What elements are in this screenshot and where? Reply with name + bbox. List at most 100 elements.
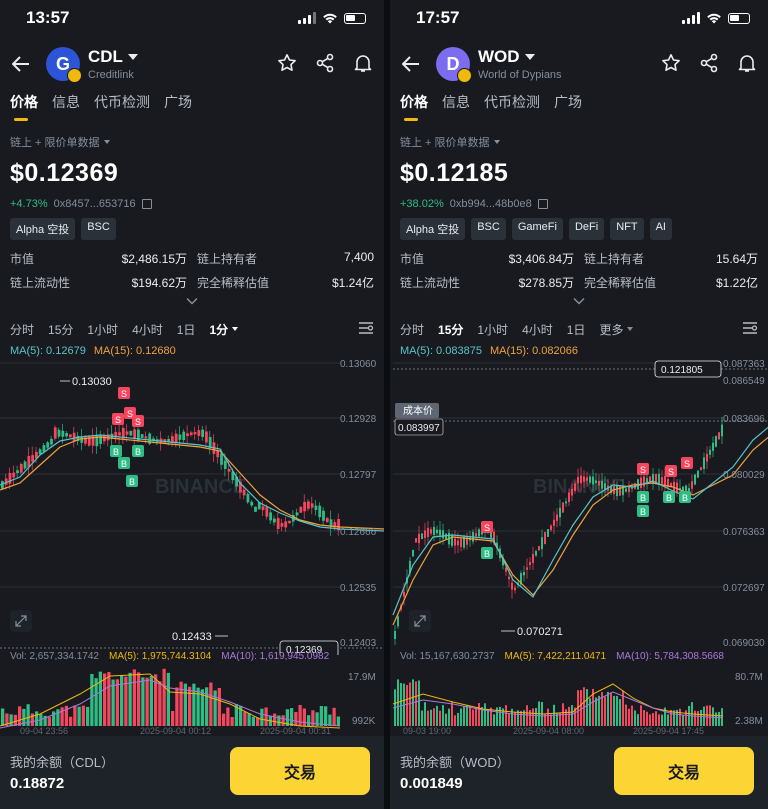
expand-chevron-icon[interactable] bbox=[390, 297, 768, 311]
tag[interactable]: Alpha 空投 bbox=[10, 218, 76, 240]
candle-body bbox=[457, 540, 459, 546]
candle-body bbox=[685, 485, 687, 497]
data-source-selector[interactable]: 链上 + 限价单数据 bbox=[400, 134, 758, 150]
tab-square[interactable]: 广场 bbox=[554, 94, 582, 110]
tab-info[interactable]: 信息 bbox=[52, 94, 80, 110]
tab-token-check[interactable]: 代币检测 bbox=[484, 94, 540, 110]
volume-bar bbox=[162, 668, 166, 726]
candle-body bbox=[167, 439, 170, 442]
volume-bar bbox=[694, 710, 696, 726]
svg-text:B: B bbox=[666, 493, 672, 503]
volume-bar bbox=[281, 715, 285, 726]
tag[interactable]: AI bbox=[649, 218, 672, 240]
candle-body bbox=[201, 429, 204, 437]
candle-body bbox=[242, 489, 246, 496]
volume-bar bbox=[30, 713, 34, 726]
volume-bar bbox=[332, 707, 336, 726]
share-icon[interactable] bbox=[314, 52, 336, 74]
caret-down-icon bbox=[627, 327, 634, 331]
tag[interactable]: BSC bbox=[471, 218, 506, 240]
coin-selector[interactable]: WOD World of Dypians bbox=[478, 47, 562, 81]
trade-button[interactable]: 交易 bbox=[230, 747, 370, 795]
bell-icon[interactable] bbox=[352, 52, 374, 74]
coin-selector[interactable]: CDL Creditlink bbox=[88, 47, 138, 81]
volume-bar bbox=[685, 710, 687, 726]
stat-value: 7,400 bbox=[343, 250, 374, 264]
candle-body bbox=[583, 476, 585, 482]
volume-bar bbox=[454, 715, 456, 726]
tag[interactable]: DeFi bbox=[568, 218, 605, 240]
volume-bar bbox=[565, 709, 567, 726]
volume-bar bbox=[226, 707, 230, 726]
candle-body bbox=[31, 455, 34, 462]
candle-body bbox=[625, 488, 627, 492]
tab-price[interactable]: 价格 bbox=[400, 94, 428, 121]
volume-bar bbox=[196, 687, 200, 726]
star-icon[interactable] bbox=[276, 52, 298, 74]
interval-15m[interactable]: 15分 bbox=[438, 322, 464, 337]
candle-body bbox=[577, 476, 579, 484]
interval-1d[interactable]: 1日 bbox=[566, 322, 586, 337]
interval-1h[interactable]: 1小时 bbox=[477, 322, 509, 337]
candle-body bbox=[436, 529, 438, 534]
volume-bar bbox=[493, 714, 495, 726]
interval-selected[interactable]: 1分 bbox=[209, 321, 239, 338]
interval-4h[interactable]: 4小时 bbox=[132, 322, 163, 337]
tag[interactable]: Alpha 空投 bbox=[400, 218, 466, 240]
volume-bar bbox=[81, 705, 85, 726]
chart-settings-icon[interactable] bbox=[742, 321, 758, 338]
interval-1h[interactable]: 1小时 bbox=[87, 322, 119, 337]
volume-bar bbox=[166, 672, 170, 726]
volume-bar bbox=[451, 702, 453, 726]
chart-settings-icon[interactable] bbox=[358, 321, 374, 338]
candle-body bbox=[496, 542, 498, 548]
copy-icon[interactable] bbox=[537, 199, 548, 209]
candle-body bbox=[182, 431, 186, 441]
candle-body bbox=[394, 631, 396, 639]
tab-square[interactable]: 广场 bbox=[164, 94, 192, 110]
candle-body bbox=[532, 553, 534, 563]
tab-token-check[interactable]: 代币检测 bbox=[94, 94, 150, 110]
volume-bar bbox=[302, 708, 306, 726]
candle-body bbox=[1, 481, 4, 489]
volume-bar bbox=[421, 710, 423, 726]
candle-body bbox=[649, 476, 651, 483]
tag[interactable]: GameFi bbox=[511, 218, 563, 240]
candlestick-chart[interactable]: BINANCE S S S S B B B B 0.13030 bbox=[0, 355, 384, 655]
interval-more[interactable]: 更多 bbox=[599, 321, 634, 338]
stat-value: $3,406.84万 bbox=[508, 252, 574, 266]
copy-icon[interactable] bbox=[141, 199, 152, 209]
tab-price[interactable]: 价格 bbox=[10, 94, 38, 121]
main-tabs: 价格 信息 代币检测 广场 bbox=[390, 92, 768, 122]
volume-bar bbox=[526, 705, 528, 726]
expand-chevron-icon[interactable] bbox=[0, 297, 384, 311]
candle-body bbox=[80, 436, 84, 443]
volume-bar bbox=[613, 695, 615, 726]
axis-label: 0.12666 bbox=[340, 527, 377, 538]
fullscreen-icon[interactable] bbox=[409, 610, 431, 632]
candle-body bbox=[57, 429, 61, 437]
volume-ma5-line bbox=[0, 673, 341, 729]
volume-bar bbox=[124, 676, 128, 726]
back-arrow-icon[interactable] bbox=[400, 53, 422, 75]
candle-body bbox=[511, 582, 513, 590]
tag[interactable]: BSC bbox=[81, 218, 116, 240]
data-source-selector[interactable]: 链上 + 限价单数据 bbox=[10, 134, 374, 150]
trade-button[interactable]: 交易 bbox=[614, 747, 754, 795]
interval-4h[interactable]: 4小时 bbox=[522, 322, 553, 337]
bell-icon[interactable] bbox=[736, 52, 758, 74]
contract-address: 0x8457...653716 bbox=[53, 198, 136, 210]
interval-1d[interactable]: 1日 bbox=[176, 322, 196, 337]
interval-timeshare[interactable]: 分时 bbox=[10, 322, 35, 337]
back-arrow-icon[interactable] bbox=[10, 53, 32, 75]
fullscreen-icon[interactable] bbox=[10, 610, 32, 632]
interval-15m[interactable]: 15分 bbox=[48, 322, 74, 337]
star-icon[interactable] bbox=[660, 52, 682, 74]
share-icon[interactable] bbox=[698, 52, 720, 74]
volume-bar bbox=[217, 687, 221, 726]
tab-info[interactable]: 信息 bbox=[442, 94, 470, 110]
interval-timeshare[interactable]: 分时 bbox=[400, 322, 425, 337]
volume-legend: Vol: 2,657,334.1742 MA(5): 1,975,744.310… bbox=[10, 651, 329, 662]
tag[interactable]: NFT bbox=[610, 218, 644, 240]
candlestick-chart[interactable]: BINANCE 0.121805 成本价 0.083997 S S S S bbox=[390, 355, 768, 655]
